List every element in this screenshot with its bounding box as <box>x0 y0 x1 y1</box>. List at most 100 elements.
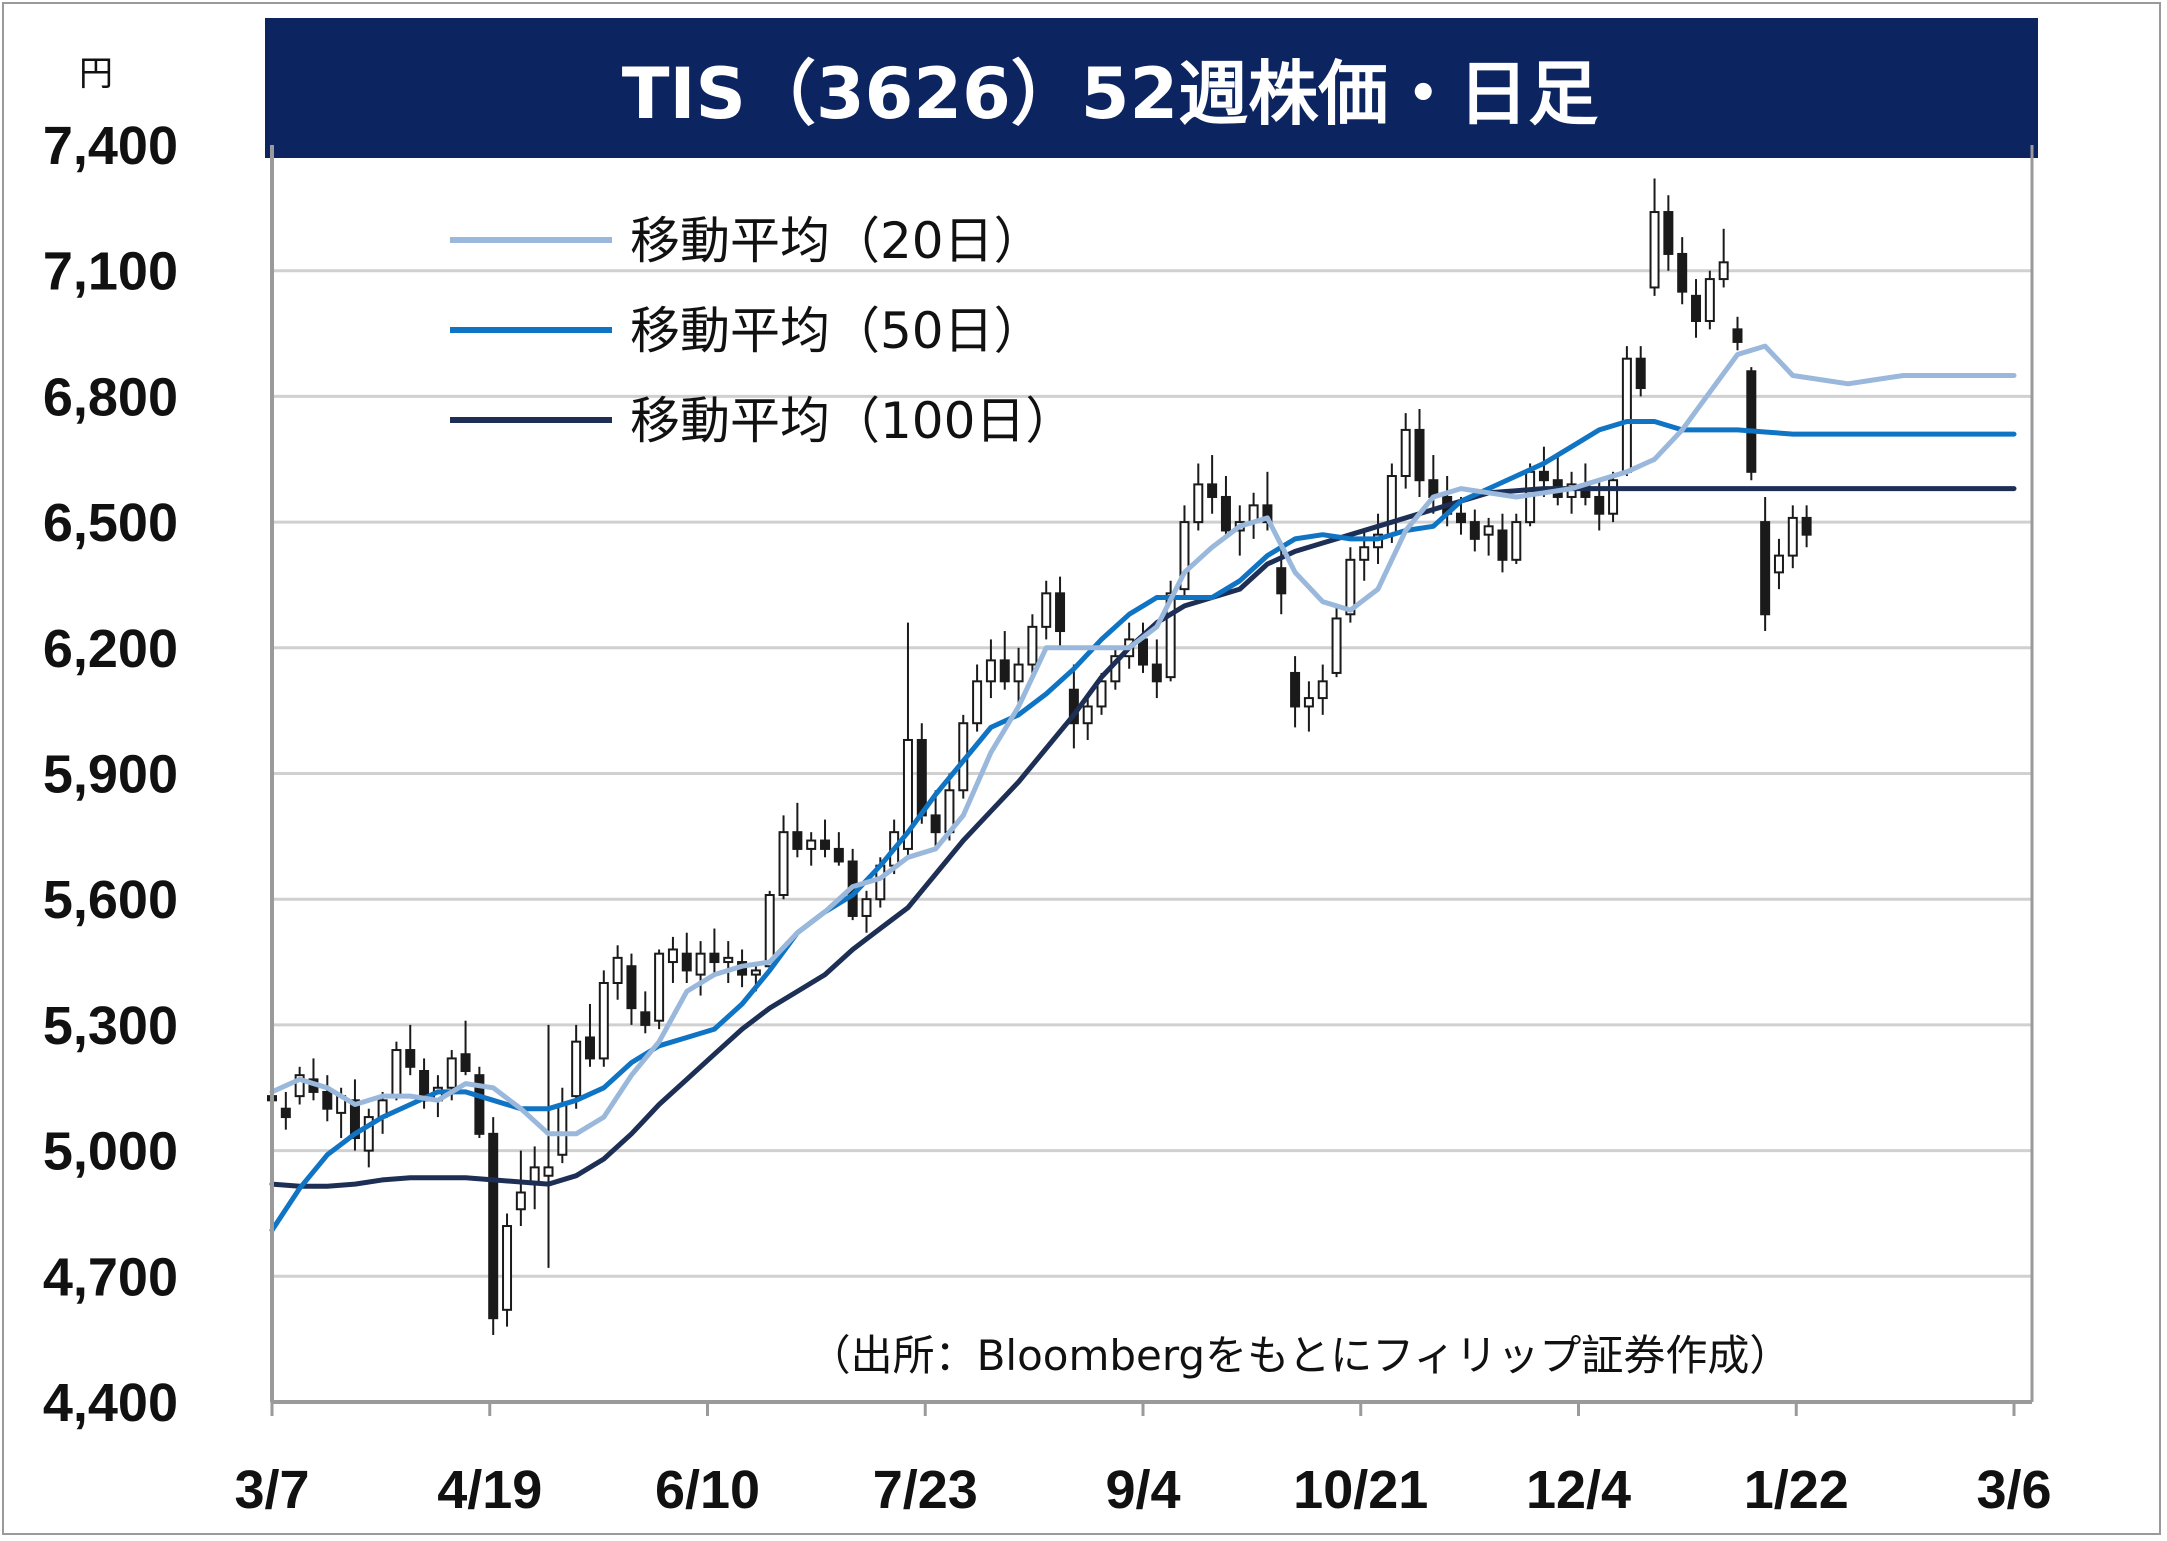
candle <box>902 622 913 858</box>
candle-body <box>1746 370 1757 473</box>
candle-body <box>1787 516 1798 557</box>
candle <box>972 664 983 732</box>
candle-body <box>1801 516 1812 536</box>
candle-body <box>1469 521 1480 540</box>
candle-body <box>681 952 692 972</box>
unit-label: 円 <box>79 54 113 94</box>
candle-body <box>515 1191 526 1211</box>
candle <box>1566 471 1577 514</box>
legend-label-ma50: 移動平均（50日） <box>630 302 1044 360</box>
candle-body <box>1082 705 1093 725</box>
candle <box>640 991 651 1034</box>
candle <box>474 1066 485 1139</box>
candle <box>1013 647 1024 707</box>
candle-body <box>930 814 941 834</box>
candle <box>1414 408 1425 497</box>
title-banner <box>265 18 2038 158</box>
candle-body <box>1511 521 1522 561</box>
candle <box>654 949 665 1030</box>
candle-body <box>626 965 637 1010</box>
candle-body <box>1663 211 1674 255</box>
candle <box>543 1024 554 1268</box>
candle-body <box>612 956 623 984</box>
candle <box>806 832 817 866</box>
candle-body <box>820 839 831 850</box>
candle <box>1041 580 1052 640</box>
candle-body <box>654 952 665 1022</box>
candle-body <box>460 1053 471 1072</box>
candle <box>322 1075 333 1122</box>
y-tick-label: 7,400 <box>43 116 178 176</box>
x-tick-label: 1/22 <box>1744 1460 1849 1520</box>
candle <box>667 936 678 983</box>
candle-body <box>1193 483 1204 524</box>
candle-body <box>294 1074 305 1098</box>
candle <box>695 941 706 996</box>
candle <box>820 819 831 858</box>
candle-body <box>972 680 983 725</box>
candle-body <box>1677 252 1688 293</box>
candle-body <box>1773 554 1784 574</box>
y-tick-label: 5,900 <box>43 745 178 805</box>
candle <box>709 928 720 975</box>
candle <box>349 1079 360 1151</box>
candle <box>502 1213 513 1327</box>
y-tick-label: 5,600 <box>43 870 178 930</box>
candle <box>391 1041 402 1101</box>
candle-body <box>1483 525 1494 536</box>
candle <box>861 890 872 933</box>
axes: 7,400 7,100 6,800 6,500 6,200 5,900 5,600 5,300… <box>43 116 2052 1520</box>
candle-body <box>916 738 927 817</box>
candle <box>792 802 803 858</box>
candle-body <box>695 952 706 976</box>
candle-body <box>363 1116 374 1152</box>
candle-body <box>902 738 913 850</box>
candle <box>1635 346 1646 397</box>
candle <box>280 1091 291 1130</box>
candle-body <box>1027 625 1038 666</box>
candle <box>612 945 623 1000</box>
candle <box>1248 492 1259 539</box>
candle-body <box>405 1049 416 1068</box>
candle-body <box>322 1090 333 1110</box>
candle-body <box>1635 357 1646 390</box>
candle <box>1649 178 1660 296</box>
candle <box>1082 698 1093 740</box>
candle <box>571 1024 582 1109</box>
candle-body <box>1013 663 1024 683</box>
candle-body <box>584 1036 595 1060</box>
candle-body <box>474 1074 485 1135</box>
candle-body <box>1704 278 1715 322</box>
candle-body <box>999 659 1010 683</box>
candle-body <box>1096 680 1107 708</box>
candle <box>1220 476 1231 539</box>
candle <box>681 932 692 983</box>
candle <box>778 815 789 900</box>
candle-body <box>1718 261 1729 281</box>
candle <box>1151 639 1162 699</box>
candle <box>1483 517 1494 556</box>
candle <box>1331 605 1342 678</box>
candle-body <box>1497 529 1508 561</box>
series-line-ma100 <box>269 486 2017 1189</box>
y-tick-label: 7,100 <box>43 242 178 302</box>
x-tick-label: 3/7 <box>234 1460 309 1520</box>
candle-body <box>1041 592 1052 628</box>
moving-average-lines <box>269 343 2017 1233</box>
candle-body <box>1621 357 1632 473</box>
candle <box>1704 270 1715 330</box>
candle-body <box>598 982 609 1060</box>
candle <box>1621 346 1632 477</box>
candle-body <box>640 1011 651 1026</box>
candle-body <box>667 948 678 964</box>
candle <box>529 1146 540 1210</box>
candle-body <box>1386 475 1397 536</box>
candle <box>1718 228 1729 288</box>
chart-title: TIS（3626）52週株価・日足 <box>622 53 1598 135</box>
candle <box>1290 656 1301 728</box>
candle <box>985 639 996 699</box>
x-tick-label: 12/4 <box>1526 1460 1631 1520</box>
candle <box>1663 195 1674 271</box>
source-note: （出所：Bloombergをもとにフィリップ証券作成） <box>809 1331 1792 1380</box>
